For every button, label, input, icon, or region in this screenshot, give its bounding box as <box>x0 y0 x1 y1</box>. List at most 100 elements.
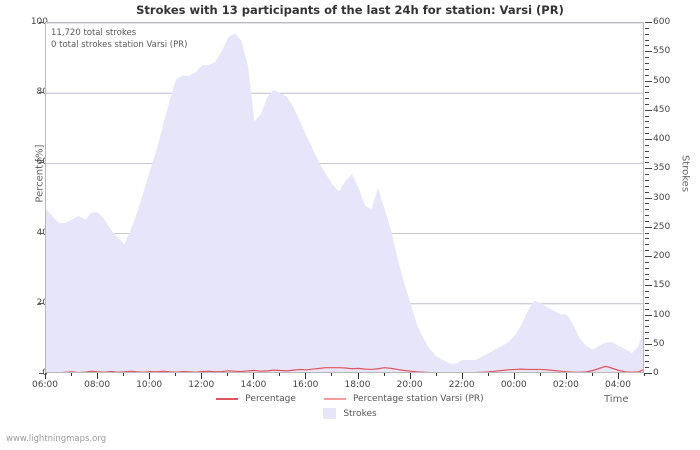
x-tick-label: 00:00 <box>500 380 527 390</box>
y-right-minor-tick <box>645 220 649 222</box>
y-right-minor-tick <box>645 349 649 351</box>
y-right-tick-label: 450 <box>653 104 671 115</box>
x-tick-mark <box>45 373 46 379</box>
y-left-tick-label: 60 <box>36 157 48 168</box>
y-right-tick-mark <box>645 168 652 170</box>
legend-swatch-line <box>216 398 239 400</box>
y-right-tick-mark <box>645 197 652 199</box>
y-right-minor-tick <box>645 244 649 246</box>
x-tick-mark <box>253 373 255 379</box>
y-right-tick-mark <box>645 226 652 228</box>
x-tick-mark <box>149 373 151 379</box>
legend-label: Percentage station Varsi (PR) <box>352 394 484 404</box>
x-axis-title: Time <box>604 394 629 405</box>
legend-item[interactable]: Percentage station Varsi (PR) <box>323 394 484 404</box>
y-right-tick-label: 150 <box>653 280 671 291</box>
y-left-tick-mark <box>39 232 44 234</box>
x-tick-label: 12:00 <box>188 380 215 390</box>
y-right-minor-tick <box>645 115 649 117</box>
legend-swatch-line <box>323 398 346 400</box>
y-right-tick-mark <box>645 22 652 23</box>
y-right-tick-label: 100 <box>653 309 671 320</box>
x-minor-tick <box>644 373 645 376</box>
y-right-minor-tick <box>645 215 649 217</box>
x-tick-mark <box>513 373 515 379</box>
x-tick-label: 18:00 <box>344 380 371 390</box>
y-right-minor-tick <box>645 57 649 59</box>
y-right-minor-tick <box>645 361 649 363</box>
y-right-minor-tick <box>645 367 649 369</box>
y-right-minor-tick <box>645 156 649 158</box>
x-minor-tick <box>279 373 281 376</box>
y-right-minor-tick <box>645 98 649 100</box>
y-right-minor-tick <box>645 267 649 269</box>
y-right-minor-tick <box>645 332 649 334</box>
x-tick-label: 04:00 <box>604 380 631 390</box>
y-right-minor-tick <box>645 355 649 357</box>
x-tick-label: 14:00 <box>240 380 267 390</box>
y-right-minor-tick <box>645 144 649 146</box>
y-right-minor-tick <box>645 68 649 70</box>
y-right-minor-tick <box>645 133 649 135</box>
x-tick-mark <box>305 373 307 379</box>
y-right-tick-mark <box>645 109 652 111</box>
legend-label: Percentage <box>245 394 296 404</box>
x-tick-label: 06:00 <box>32 380 58 390</box>
y-axis-left-title: Percent [%] <box>34 144 46 203</box>
y-left-tick-mark <box>39 373 44 374</box>
y-left-tick-mark <box>39 302 44 304</box>
x-minor-tick <box>383 373 385 376</box>
y-right-minor-tick <box>645 185 649 187</box>
y-right-tick-mark <box>645 314 652 316</box>
y-right-tick-label: 600 <box>653 17 671 27</box>
strokes-area <box>46 33 643 372</box>
annotation-station-strokes: 0 total strokes station Varsi (PR) <box>51 40 188 50</box>
x-minor-tick <box>123 373 125 376</box>
y-right-minor-tick <box>645 273 649 275</box>
y-left-tick-mark <box>39 92 44 94</box>
x-tick-label: 22:00 <box>448 380 475 390</box>
y-left-tick-label: 20 <box>36 297 48 308</box>
y-right-minor-tick <box>645 27 649 29</box>
y-right-minor-tick <box>645 92 649 94</box>
y-right-tick-label: 250 <box>653 221 671 232</box>
y-right-tick-label: 50 <box>653 338 665 349</box>
y-left-tick-mark <box>39 22 44 23</box>
y-right-tick-label: 500 <box>653 75 671 86</box>
y-right-tick-mark <box>645 256 652 257</box>
y-right-tick-label: 400 <box>653 134 671 144</box>
y-left-tick-label: 80 <box>36 87 48 98</box>
x-minor-tick <box>175 373 177 376</box>
y-right-minor-tick <box>645 232 649 234</box>
chart-title: Strokes with 13 participants of the last… <box>136 3 564 17</box>
y-right-tick-mark <box>645 139 652 140</box>
y-right-minor-tick <box>645 261 649 263</box>
y-right-minor-tick <box>645 191 649 193</box>
chart-legend: Percentage Percentage station Varsi (PR) … <box>0 394 700 419</box>
x-tick-label: 10:00 <box>136 380 163 390</box>
y-right-minor-tick <box>645 179 649 181</box>
y-right-minor-tick <box>645 62 649 64</box>
y-right-minor-tick <box>645 174 649 176</box>
legend-item[interactable]: Percentage <box>216 394 296 404</box>
y-right-minor-tick <box>645 150 649 152</box>
y-right-minor-tick <box>645 203 649 205</box>
y-right-minor-tick <box>645 291 649 293</box>
plot-area: 11,720 total strokes 0 total strokes sta… <box>45 22 644 373</box>
x-minor-tick <box>591 373 593 376</box>
y-right-minor-tick <box>645 296 649 298</box>
x-tick-label: 08:00 <box>84 380 111 390</box>
x-tick-label: 20:00 <box>396 380 423 390</box>
x-tick-mark <box>97 373 99 379</box>
x-tick-mark <box>461 373 463 379</box>
y-right-minor-tick <box>645 302 649 304</box>
y-right-minor-tick <box>645 103 649 105</box>
y-right-tick-label: 200 <box>653 251 671 261</box>
x-tick-mark <box>409 373 411 379</box>
x-minor-tick <box>539 373 541 376</box>
footer-url: www.lightningmaps.org <box>6 434 107 444</box>
legend-swatch-area <box>323 408 337 419</box>
legend-item[interactable]: Strokes <box>323 408 377 419</box>
x-tick-label: 02:00 <box>552 380 579 390</box>
